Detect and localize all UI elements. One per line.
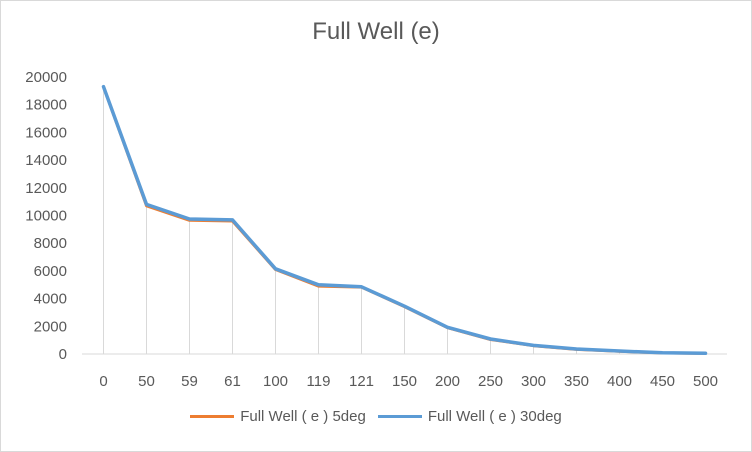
x-tick-label: 350 (564, 373, 589, 390)
y-tick-label: 6000 (34, 263, 67, 280)
y-tick-label: 18000 (25, 97, 67, 114)
legend-label: Full Well ( e ) 5deg (240, 408, 366, 425)
y-tick-label: 0 (59, 346, 67, 363)
y-tick-label: 10000 (25, 208, 67, 225)
y-tick-label: 20000 (25, 69, 67, 86)
y-tick-label: 2000 (34, 318, 67, 335)
x-tick-label: 300 (521, 373, 546, 390)
chart-legend: Full Well ( e ) 5deg Full Well ( e ) 30de… (0, 408, 752, 425)
legend-swatch (190, 415, 235, 418)
y-tick-label: 8000 (34, 235, 67, 252)
x-tick-label: 500 (693, 373, 718, 390)
x-tick-label: 450 (650, 373, 675, 390)
x-tick-label: 150 (392, 373, 417, 390)
x-tick-label: 100 (263, 373, 288, 390)
x-tick-label: 119 (307, 373, 331, 390)
chart-title: Full Well (e) (312, 18, 440, 45)
legend-entry: Full Well ( e ) 30deg (377, 408, 562, 425)
y-tick-label: 4000 (34, 291, 67, 308)
x-tick-label: 59 (181, 373, 198, 390)
x-tick-label: 0 (99, 373, 107, 390)
legend-entry: Full Well ( e ) 5deg (190, 408, 366, 425)
x-tick-label: 50 (138, 373, 155, 390)
y-tick-label: 12000 (25, 180, 67, 197)
series-line (101, 84, 708, 356)
y-tick-label: 14000 (25, 152, 67, 169)
x-tick-label: 250 (478, 373, 503, 390)
legend-label: Full Well ( e ) 30deg (427, 408, 562, 425)
x-tick-label: 200 (435, 373, 460, 390)
legend-swatch (377, 415, 422, 418)
x-tick-label: 400 (607, 373, 632, 390)
y-tick-label: 16000 (25, 124, 67, 141)
x-tick-label: 121 (349, 373, 374, 390)
x-tick-label: 61 (224, 373, 241, 390)
